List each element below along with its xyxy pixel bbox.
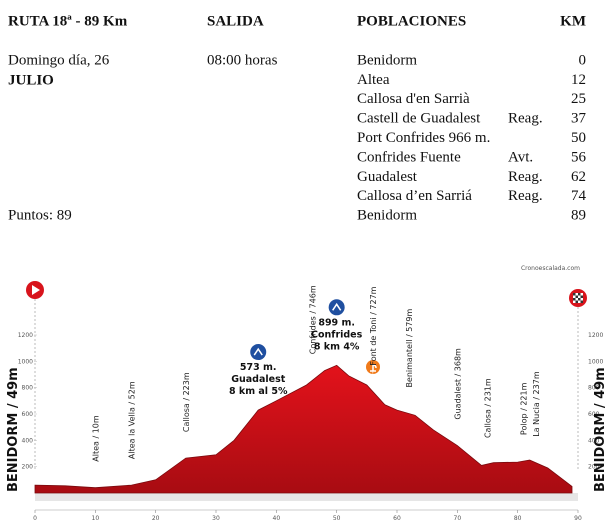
note: Avt.	[508, 149, 533, 165]
floor-band	[35, 493, 578, 501]
annotation: Benimantell / 579m	[405, 309, 414, 388]
x-tick-label: 90	[574, 515, 582, 522]
town: Castell de Guadalest	[357, 111, 481, 127]
climb-label: 899 m.	[318, 317, 355, 328]
km: 37	[571, 111, 587, 127]
annotation: Confrides / 746m	[309, 285, 318, 354]
km: 56	[571, 149, 587, 165]
note: Reag.	[508, 169, 543, 185]
note: Reag.	[508, 188, 543, 204]
y-tick-label: 1200	[18, 332, 33, 339]
climb-label: 8 km 4%	[314, 341, 360, 352]
elevation-area	[34, 364, 573, 494]
climb-label: 8 km al 5%	[229, 386, 288, 397]
town: Confrides Fuente	[357, 149, 461, 165]
y-tick-label: 600	[22, 411, 34, 418]
km: 50	[571, 130, 586, 146]
y-tick-label: 400	[22, 437, 34, 444]
x-tick-label: 60	[393, 515, 401, 522]
km: 25	[571, 91, 586, 107]
annotation: Callosa / 223m	[182, 372, 191, 432]
x-tick-label: 0	[33, 515, 37, 522]
km: 62	[571, 169, 586, 185]
km: 0	[579, 52, 587, 68]
x-tick-label: 40	[273, 515, 281, 522]
y-tick-label: 800	[588, 385, 600, 392]
start-icon	[26, 281, 44, 470]
town: Guadalest	[357, 169, 418, 185]
x-tick-label: 10	[92, 515, 100, 522]
departure-title: SALIDA	[207, 13, 264, 29]
x-tick-label: 20	[152, 515, 160, 522]
towns-title: POBLACIONES	[357, 13, 466, 29]
y-tick-label: 800	[22, 385, 34, 392]
annotation: Callosa / 231m	[484, 378, 493, 438]
town: Altea	[357, 72, 390, 88]
towns-table: Benidorm 0 Altea 12 Callosa d'en Sarrià 25 Cas…	[357, 52, 587, 223]
town: Callosa d'en Sarrià	[357, 91, 470, 107]
y-tick-label: 1000	[588, 358, 603, 365]
annotation: Guadalest / 368m	[453, 348, 462, 420]
y-tick-label: 1000	[18, 358, 33, 365]
climb-icon-mark	[253, 347, 263, 356]
finish-icon	[569, 289, 587, 470]
climb-icon	[250, 344, 267, 361]
annotation: Altea la Vella / 52m	[128, 381, 137, 459]
side-label: BENIDORM / 49m	[593, 367, 608, 492]
x-tick-label: 50	[333, 515, 341, 522]
side-label: BENIDORM / 49m	[6, 367, 21, 492]
climb-label: Guadalest	[231, 374, 286, 385]
y-tick-label: 1200	[588, 332, 603, 339]
annotation: La Nucia / 237m	[532, 371, 541, 437]
route: RUTA 18ª - 89 Km	[8, 13, 128, 29]
climb-icon-mark	[332, 302, 342, 311]
y-tick-label: 600	[588, 411, 600, 418]
y-tick-label: 200	[588, 464, 600, 471]
town: Benidorm	[357, 52, 417, 68]
note: Reag.	[508, 111, 543, 127]
y-tick-label: 400	[588, 437, 600, 444]
annotation: Altea / 10m	[91, 415, 100, 462]
x-tick-label: 80	[514, 515, 522, 522]
points: Puntos: 89	[8, 207, 72, 223]
date: Domingo día, 26	[8, 52, 110, 68]
time: 08:00 horas	[207, 52, 278, 68]
km-title: KM	[560, 13, 586, 29]
month: JULIO	[8, 72, 54, 88]
km: 89	[571, 208, 586, 224]
annotation: Polop / 221m	[520, 382, 529, 435]
x-tick-label: 70	[454, 515, 462, 522]
town: Callosa d’en Sarriá	[357, 188, 472, 204]
x-tick-label: 30	[212, 515, 220, 522]
km: 12	[571, 72, 586, 88]
climb-icon	[328, 299, 345, 316]
annotation: Font de Toni / 727m	[369, 286, 378, 365]
climb-label: Confrides	[311, 329, 363, 340]
climb-label: 573 m.	[240, 362, 277, 373]
town: Benidorm	[357, 208, 417, 224]
km: 74	[571, 188, 587, 204]
y-tick-label: 200	[22, 464, 34, 471]
town: Port Confrides 966 m.	[357, 130, 490, 146]
brand: Cronoescalada.com	[521, 265, 580, 272]
